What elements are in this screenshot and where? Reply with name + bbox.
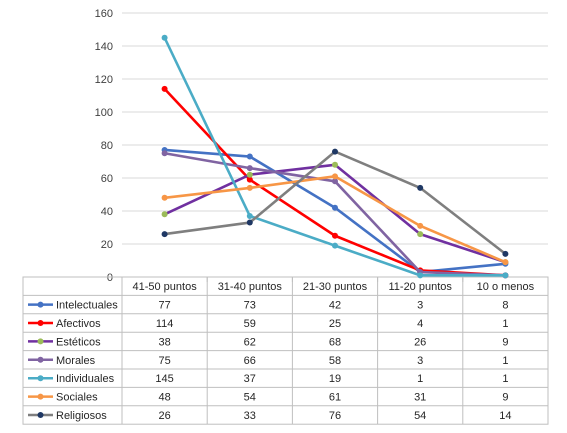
data-table-value: 9 [502,392,508,404]
data-table-value: 1 [417,373,423,385]
data-table-value: 54 [244,392,256,404]
data-table-value: 58 [329,355,341,367]
data-table-value: 1 [502,373,508,385]
series-lines [161,34,509,279]
data-point [332,148,338,155]
data-table-value: 61 [329,392,341,404]
data-table-value: 37 [244,373,256,385]
data-point [502,259,509,266]
y-tick-label: 120 [95,74,113,86]
legend-series-name: Sociales [56,392,98,404]
data-table-value: 3 [417,300,423,312]
data-table: 41-50 puntos 31-40 puntos 21-30 puntos 11-2… [22,276,549,425]
data-point [246,184,253,191]
data-point [246,212,253,219]
y-tick-label: 60 [101,173,113,185]
data-table-value: 73 [244,300,256,312]
legend-series-name: Religiosos [56,410,107,422]
data-table-value: 19 [329,373,341,385]
data-point [161,231,168,238]
data-table-value: 4 [417,318,423,330]
data-point [332,232,338,239]
data-table-value: 42 [329,300,341,312]
x-category-label: 41-50 puntos [132,281,197,293]
y-axis-ticks: 0 20 40 60 80 100 120 140 160 [95,8,113,284]
data-table-value: 3 [417,355,423,367]
data-point [417,272,424,279]
data-table-value: 26 [414,336,426,348]
data-point [161,150,168,157]
data-point [246,219,253,226]
data-point [332,242,338,249]
data-point [161,194,168,201]
legend-key-marker [37,356,44,363]
data-point [502,272,509,279]
data-point [246,165,253,172]
gridlines [121,12,549,282]
data-table-value: 75 [158,355,170,367]
y-tick-label: 140 [95,41,113,53]
data-table-value: 76 [329,410,341,422]
legend-key-marker [37,412,44,418]
legend-series-name: Individuales [56,373,115,385]
data-table-value: 38 [158,336,170,348]
data-table-value: 54 [414,410,426,422]
y-tick-label: 100 [95,107,113,119]
data-table-value: 48 [158,392,170,404]
data-table-value: 59 [244,318,256,330]
legend-series-name: Afectivos [56,318,101,330]
data-table-value: 31 [414,392,426,404]
data-table-value: 114 [156,318,174,330]
y-tick-label: 80 [101,140,113,152]
data-table-value: 62 [244,336,256,348]
data-table-value: 9 [502,336,508,348]
data-table-value: 145 [155,373,173,385]
data-table-value: 26 [158,410,170,422]
data-point [161,34,168,41]
data-point [502,250,509,257]
x-category-label: 21-30 puntos [303,281,368,293]
data-table-value: 25 [329,318,341,330]
x-category-label: 11-20 puntos [388,281,452,293]
data-table-value: 8 [502,300,508,312]
data-point [417,222,424,229]
data-point [417,231,424,238]
data-point [417,184,424,191]
data-table-value: 66 [244,355,256,367]
y-tick-label: 0 [107,272,113,284]
data-point [332,178,338,185]
data-point [332,204,338,211]
x-category-label: 31-40 puntos [218,281,283,293]
y-tick-label: 40 [101,206,113,218]
data-point [246,176,253,183]
legend-key-marker [37,320,44,326]
data-table-value: 68 [329,336,341,348]
y-tick-label: 20 [101,239,113,251]
legend-key-marker [37,301,44,308]
data-point [246,171,253,178]
data-point [246,153,253,160]
data-table-value: 14 [499,410,511,422]
data-table-value: 33 [244,410,256,422]
legend-series-name: Intelectuales [56,300,118,312]
data-table-value: 77 [158,300,170,312]
legend-series-name: Estéticos [56,336,101,348]
y-tick-label: 160 [95,8,113,20]
data-point [332,173,338,180]
data-point [161,85,168,92]
data-point [161,211,168,218]
legend-key-marker [37,375,44,382]
legend-key-marker [37,393,44,400]
legend-key-marker [37,338,44,345]
data-table-value: 1 [502,318,508,330]
legend-series-name: Morales [56,355,96,367]
data-table-value: 1 [502,355,508,367]
data-point [332,161,338,168]
x-category-label: 10 o menos [477,281,535,293]
